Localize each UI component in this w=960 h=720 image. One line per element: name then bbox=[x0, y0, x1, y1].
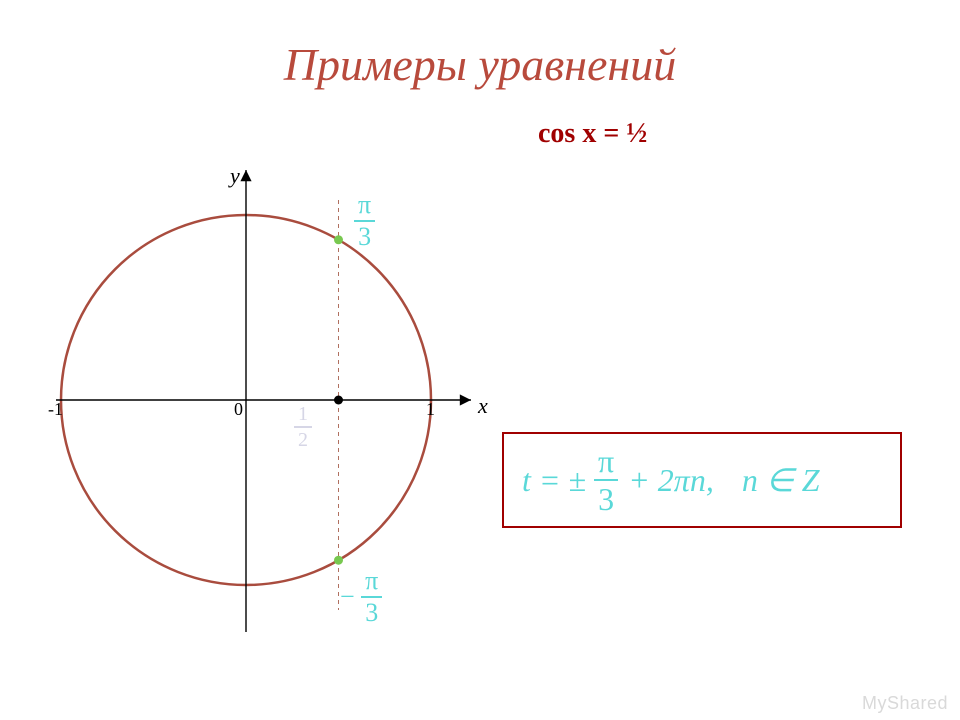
y-axis-arrow bbox=[240, 170, 251, 181]
tick-neg-one: -1 bbox=[48, 399, 63, 420]
tick-half-num: 1 bbox=[294, 404, 312, 428]
formula-plus-2pn: + 2πn, bbox=[628, 462, 714, 499]
tick-one: 1 bbox=[426, 399, 435, 420]
tick-half-den: 2 bbox=[294, 428, 312, 450]
angle-neg-den: 3 bbox=[361, 598, 382, 626]
angle-neg-pi-over-3: − π 3 bbox=[340, 568, 382, 626]
tick-half: 1 2 bbox=[294, 404, 312, 450]
solution-point-top bbox=[334, 235, 343, 244]
angle-neg-num: π bbox=[361, 568, 382, 598]
angle-neg-prefix: − bbox=[340, 582, 355, 611]
formula-n-in-z: n ∈ Z bbox=[742, 461, 820, 499]
angle-pi-over-3: π 3 bbox=[354, 192, 375, 250]
formula-t-equals: t = ± bbox=[522, 462, 586, 499]
watermark: MyShared bbox=[862, 693, 948, 714]
solution-formula-box: t = ± π 3 + 2πn, n ∈ Z bbox=[502, 432, 902, 528]
formula-frac-num: π bbox=[594, 445, 618, 481]
equation-display: cos x = ½ bbox=[538, 118, 647, 150]
angle-pos-num: π bbox=[354, 192, 375, 222]
half-point bbox=[334, 396, 343, 405]
solution-point-bottom bbox=[334, 556, 343, 565]
page-title: Примеры уравнений bbox=[0, 38, 960, 91]
formula-frac-den: 3 bbox=[594, 481, 618, 515]
y-axis-label: y bbox=[230, 163, 240, 189]
x-axis-arrow bbox=[460, 394, 471, 405]
angle-pos-den: 3 bbox=[354, 222, 375, 250]
tick-zero: 0 bbox=[234, 399, 243, 420]
x-axis-label: x bbox=[478, 393, 488, 419]
